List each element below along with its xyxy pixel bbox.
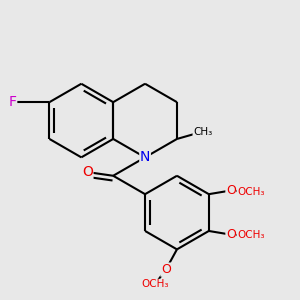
Text: OCH₃: OCH₃ — [141, 279, 169, 289]
Text: O: O — [226, 184, 236, 197]
Text: CH₃: CH₃ — [193, 127, 212, 136]
Text: O: O — [161, 263, 171, 276]
Text: N: N — [140, 150, 150, 164]
Text: OCH₃: OCH₃ — [237, 187, 265, 197]
Text: O: O — [82, 165, 93, 179]
Text: F: F — [9, 95, 16, 109]
Text: OCH₃: OCH₃ — [237, 230, 265, 240]
Text: O: O — [226, 228, 236, 241]
